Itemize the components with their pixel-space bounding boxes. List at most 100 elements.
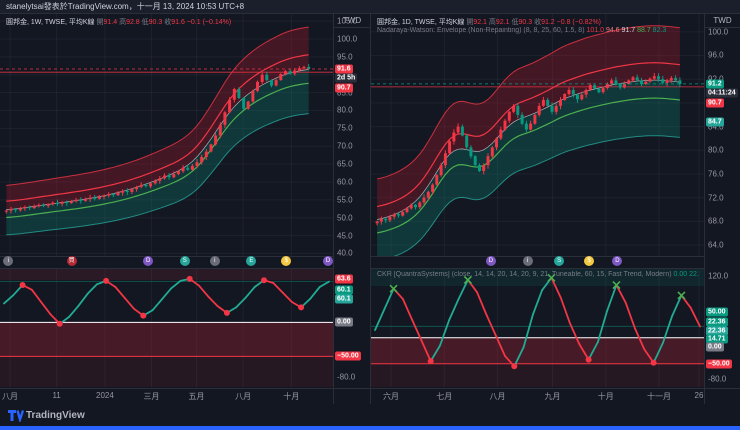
price-tick: 60.0 <box>337 177 353 187</box>
event-marker-icon[interactable]: i <box>209 256 220 266</box>
time-axis-label: 十一月 <box>647 392 672 401</box>
price-tick: 80.0 <box>337 105 353 115</box>
price-badge: −50.00 <box>335 351 361 361</box>
legend-part: 開 <box>96 19 104 26</box>
price-badge: 60.1 <box>335 294 353 304</box>
legend-part: 94.6 <box>605 27 622 34</box>
legend-part: CKR [QuantraSystems] (close, 14, 14, 20,… <box>377 271 674 278</box>
price-badge: 0.00 <box>706 342 724 352</box>
tradingview-brand-text[interactable]: TradingView <box>26 410 85 421</box>
right-price-scale[interactable]: TWD 100.096.092.088.084.080.076.072.068.… <box>704 14 740 404</box>
price-tick: 95.0 <box>337 52 353 62</box>
legend-part: 88.7 <box>637 27 653 34</box>
legend-part: 開 <box>466 19 474 26</box>
time-axis-label: 2024 <box>95 391 114 400</box>
price-tick: 76.0 <box>708 169 724 179</box>
event-marker-icon[interactable]: S <box>179 256 190 266</box>
price-tick: 85.0 <box>337 88 353 98</box>
time-axis-label: 三月 <box>143 392 160 401</box>
left-main-chart[interactable] <box>0 14 333 257</box>
price-tick: 64.0 <box>708 240 724 250</box>
time-axis-label: 十月 <box>597 392 614 401</box>
right-indicator-legend[interactable]: Nadaraya-Watson: Envelope (Non-Repaintin… <box>377 27 701 34</box>
price-tick: -80.0 <box>708 374 727 384</box>
time-axis-label: 八月 <box>489 392 506 401</box>
left-chart-legend[interactable]: 圓邦金, 1W, TWSE, 平均K線 開91.4 高92.8 低90.3 收9… <box>6 17 330 27</box>
price-tick: 72.0 <box>708 193 724 203</box>
price-badge: 50.00 <box>706 307 728 317</box>
legend-part: 92.1 <box>473 19 489 26</box>
time-axis-label: 26 <box>694 391 704 400</box>
attribution-bar[interactable]: stanelytsai發表於TradingView.com，十一月 13, 20… <box>0 0 740 14</box>
price-tick: 50.0 <box>337 213 353 223</box>
event-marker-icon[interactable]: $ <box>281 256 292 266</box>
panel-divider <box>370 14 371 404</box>
price-badge: 90.7 <box>335 83 353 93</box>
time-axis-label: 七月 <box>436 392 453 401</box>
price-badge: 91.6 <box>335 64 353 74</box>
legend-part: 91.2 <box>541 19 557 26</box>
event-marker-icon[interactable]: i <box>3 256 14 266</box>
price-tick: 40.0 <box>337 248 353 258</box>
event-marker-icon[interactable]: S <box>554 256 565 266</box>
event-marker-icon[interactable]: D <box>143 256 154 266</box>
price-tick: 68.0 <box>708 216 724 226</box>
price-tick: 105.0 <box>337 16 358 26</box>
legend-part: 22.36… <box>689 271 699 278</box>
price-badge: 0.00 <box>335 317 353 327</box>
time-axis-label: 八月 <box>1 392 18 401</box>
legend-part: 91.4 <box>103 19 120 26</box>
price-tick: 100.0 <box>708 27 729 37</box>
legend-part: 90.3 <box>518 19 535 26</box>
legend-part: 高 <box>488 19 496 26</box>
legend-part: 91.7 <box>621 27 638 34</box>
legend-part: 92.8 <box>126 19 142 26</box>
event-marker-icon[interactable]: D <box>612 256 623 266</box>
time-axis-label: 六月 <box>382 392 399 401</box>
legend-part: 低 <box>511 19 519 26</box>
price-badge: 63.6 <box>335 274 353 284</box>
price-tick: 80.0 <box>708 145 724 155</box>
right-main-chart[interactable] <box>371 14 704 257</box>
left-currency-label: TWD <box>334 14 370 28</box>
bottom-accent-bar <box>0 426 740 430</box>
price-tick: 70.0 <box>337 141 353 151</box>
price-badge: 91.2 <box>706 79 724 89</box>
time-axis-label: 十月 <box>283 392 300 401</box>
right-oscillator-legend[interactable]: CKR [QuantraSystems] (close, 14, 14, 20,… <box>377 271 699 278</box>
price-tick: 75.0 <box>337 123 353 133</box>
price-badge: 90.7 <box>706 98 724 108</box>
event-marker-icon[interactable]: D <box>485 256 496 266</box>
time-axis-label: 五月 <box>188 392 205 401</box>
footer-bar: TradingView <box>0 404 740 426</box>
event-marker-icon[interactable]: $ <box>584 256 595 266</box>
price-tick: 65.0 <box>337 159 353 169</box>
price-tick: 96.0 <box>708 50 724 60</box>
price-badge: 60.1 <box>335 285 353 295</box>
price-tick: 45.0 <box>337 231 353 241</box>
event-marker-icon[interactable]: 買 <box>66 256 77 266</box>
price-badge: 22.36 <box>706 326 728 336</box>
price-tick: 55.0 <box>337 195 353 205</box>
time-axis[interactable]: 八月 11 2024 三月 五月 八月 十月 六月 七月 八月 九月 十月 十一月 26 <box>0 388 740 404</box>
tradingview-logo-icon[interactable] <box>8 410 24 422</box>
legend-part: 91.6 <box>171 19 187 26</box>
right-oscillator-chart[interactable] <box>371 268 704 387</box>
event-marker-icon[interactable]: E <box>246 256 257 266</box>
left-oscillator-chart[interactable] <box>0 268 333 387</box>
event-marker-icon[interactable]: i <box>522 256 533 266</box>
price-badge: −50.00 <box>706 359 732 369</box>
legend-part: 低 <box>141 19 149 26</box>
price-tick: 92.0 <box>708 75 724 84</box>
legend-part: 82.3 <box>652 27 667 34</box>
right-chart-legend[interactable]: 圓邦金, 1D, TWSE, 平均K線 開92.1 高92.1 低90.3 收9… <box>377 17 701 27</box>
event-marker-icon[interactable]: D <box>323 256 333 266</box>
legend-part: 圓邦金, 1W, TWSE, 平均K線 <box>6 19 97 26</box>
price-badge: 22.36 <box>706 317 728 327</box>
left-price-scale[interactable]: TWD 105.0100.095.090.085.080.075.070.065… <box>333 14 370 404</box>
legend-part: Nadaraya-Watson: Envelope (Non-Repaintin… <box>377 27 587 34</box>
legend-part: 高 <box>119 19 127 26</box>
legend-part: 92.1 <box>495 19 512 26</box>
price-badge: 84.7 <box>706 117 724 127</box>
